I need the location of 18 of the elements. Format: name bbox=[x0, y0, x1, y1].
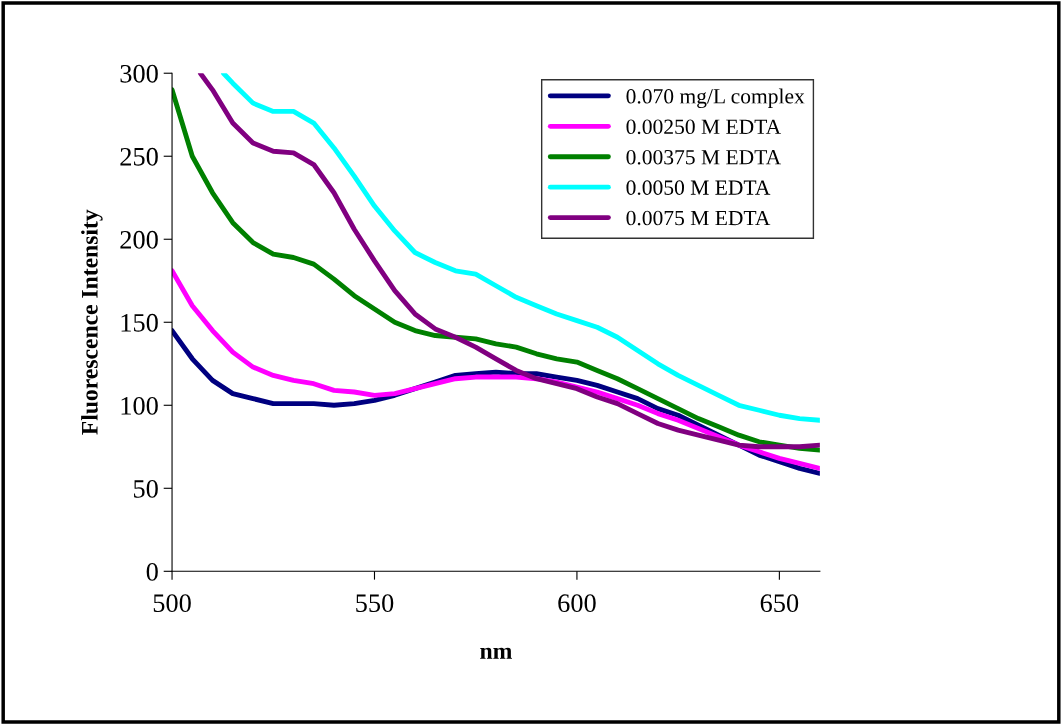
x-tick-label: 550 bbox=[356, 594, 394, 613]
legend-label: 0.00250 M EDTA bbox=[626, 119, 782, 135]
y-axis-title: Fluorescence Intensity bbox=[81, 209, 103, 435]
x-tick-label: 600 bbox=[558, 594, 596, 613]
legend-label: 0.00375 M EDTA bbox=[626, 149, 782, 165]
legend-label: 0.0075 M EDTA bbox=[626, 210, 771, 226]
y-tick-label: 200 bbox=[120, 230, 158, 249]
y-tick-label: 300 bbox=[120, 64, 158, 83]
y-tick-label: 100 bbox=[121, 396, 158, 415]
legend-label: 0.0050 M EDTA bbox=[626, 180, 771, 195]
x-axis-title: nm bbox=[480, 647, 512, 659]
y-tick-label: 0 bbox=[146, 562, 158, 581]
legend-label: 0.070 mg/L complex bbox=[626, 88, 805, 109]
y-tick-label: 150 bbox=[121, 313, 158, 332]
x-tick-label: 650 bbox=[760, 594, 799, 613]
y-tick-label: 250 bbox=[120, 147, 158, 166]
y-tick-label: 50 bbox=[133, 479, 158, 498]
x-tick-label: 500 bbox=[153, 594, 191, 613]
